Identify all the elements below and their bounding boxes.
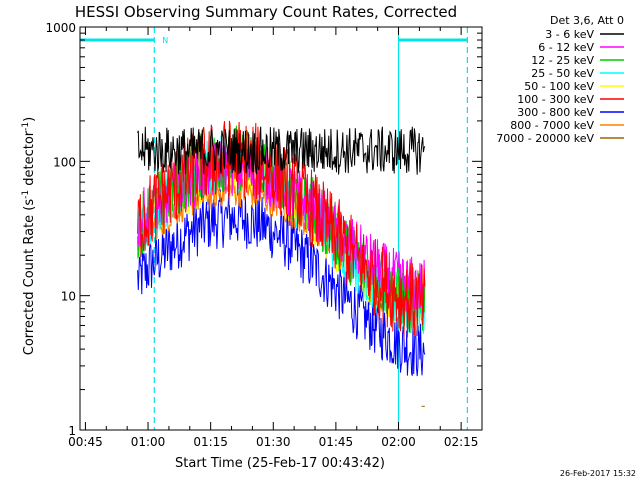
plot-frame — [79, 26, 483, 431]
legend-title: Det 3,6, Att 0 — [550, 14, 624, 27]
chart-title: HESSI Observing Summary Count Rates, Cor… — [75, 3, 457, 21]
legend-label-2: 12 - 25 keV — [531, 54, 594, 67]
legend-label-3: 25 - 50 keV — [531, 67, 594, 80]
y-tick-label-3: 1000 — [45, 21, 76, 35]
saa-marker-label: N — [162, 36, 168, 45]
y-axis-label: Corrected Count Rate (s-1 detector-1) — [21, 117, 37, 355]
legend-label-5: 100 - 300 keV — [517, 93, 594, 106]
series-trace-1 — [137, 140, 426, 312]
legend-label-7: 800 - 7000 keV — [510, 119, 594, 132]
x-tick-label-3: 01:30 — [256, 435, 291, 449]
legend-label-8: 7000 - 20000 keV — [496, 132, 594, 145]
y-tick-label-0: 1 — [68, 424, 76, 438]
y-axis-label-end: ) — [22, 117, 37, 122]
legend-label-0: 3 - 6 keV — [545, 28, 594, 41]
series-5 — [137, 120, 426, 339]
x-tick-label-2: 01:15 — [193, 435, 228, 449]
plot-area: N 00:45 01:00 01:15 01:30 01:45 02:00 02:15 1 10 1… — [45, 21, 483, 449]
series-trace-0 — [137, 126, 426, 175]
legend-label-1: 6 - 12 keV — [538, 41, 594, 54]
legend-label-4: 50 - 100 keV — [524, 80, 594, 93]
x-tick-label-5: 02:00 — [381, 435, 416, 449]
y-axis-label-exp1: -1 — [21, 190, 31, 199]
y-tick-label-1: 10 — [61, 290, 76, 304]
x-tick-label-1: 01:00 — [131, 435, 166, 449]
x-tick-label-0: 00:45 — [68, 435, 103, 449]
x-axis-label: Start Time (25-Feb-17 00:43:42) — [175, 456, 385, 471]
series-trace-5 — [137, 120, 426, 339]
y-axis-label-mid: detector — [22, 130, 37, 190]
legend-label-6: 300 - 800 keV — [517, 106, 594, 119]
y-tick-label-2: 100 — [53, 155, 76, 169]
series-1 — [137, 140, 426, 312]
footer-timestamp: 26-Feb-2017 15:32 — [560, 469, 636, 478]
x-tick-label-4: 01:45 — [319, 435, 354, 449]
x-tick-label-6: 02:15 — [444, 435, 479, 449]
y-axis-label-exp2: -1 — [21, 122, 31, 131]
series-0 — [137, 126, 426, 175]
y-axis-label-main: Corrected Count Rate (s — [22, 199, 37, 356]
